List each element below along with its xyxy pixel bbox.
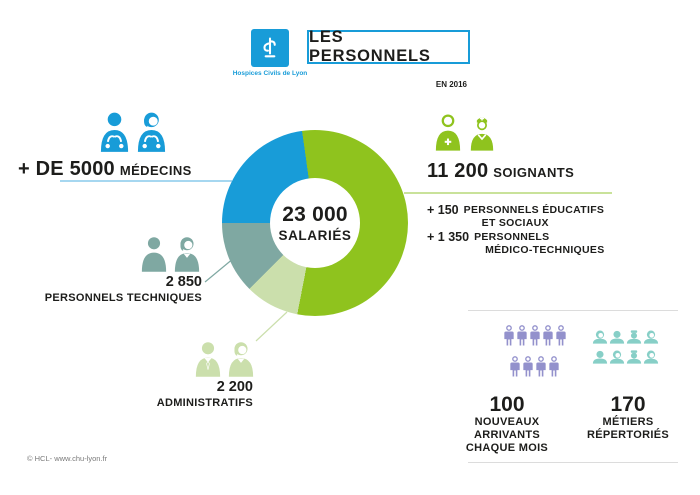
stats-bottom-divider: [468, 462, 678, 463]
profession-icon: [592, 350, 608, 364]
medico-techniques-value: + 1 350: [427, 230, 470, 244]
arrivants-value: 100: [489, 393, 525, 416]
doctor-male-icon: [98, 111, 131, 152]
soignants-label: SOIGNANTS: [493, 165, 575, 180]
total-salaries-label: SALARIÉS: [278, 228, 352, 243]
person-icon: [522, 352, 534, 381]
metiers-label: MÉTIERS RÉPERTORIÉS: [587, 416, 669, 441]
medecins-stat: + DE 5000 MÉDECINS: [18, 158, 192, 181]
period-label: EN 2016: [435, 80, 467, 89]
profession-icon: [592, 330, 608, 344]
hcl-logo: [251, 29, 289, 67]
admin-female-icon: [227, 341, 255, 377]
person-icon: [509, 352, 521, 381]
administratifs-icons: [194, 341, 255, 377]
administratifs-leader-line: [255, 311, 288, 342]
medico-techniques-stat: + 1 350 PERSONNELS MÉDICO-TECHNIQUES: [427, 230, 605, 256]
administratifs-label: ADMINISTRATIFS: [156, 397, 253, 409]
medecins-connector-line: [60, 180, 232, 182]
metiers-icons-row2: [592, 350, 659, 364]
donut-chart: 23 000 SALARIÉS: [222, 130, 408, 316]
arrivants-icons: [462, 321, 607, 381]
techniques-label: PERSONNELS TECHNIQUES: [44, 292, 202, 304]
hcl-logo-glyph: [263, 37, 276, 58]
doctor-female-icon: [135, 111, 168, 152]
administratifs-stat: 2 200 ADMINISTRATIFS: [120, 379, 253, 409]
medico-techniques-label: PERSONNELS MÉDICO-TECHNIQUES: [474, 231, 605, 256]
techniques-icons: [140, 236, 201, 272]
profession-icon: [643, 350, 659, 364]
metiers-value: 170: [610, 393, 646, 416]
techniques-value: 2 850: [165, 274, 202, 290]
page-title: LES PERSONNELS: [309, 28, 431, 65]
page-title-box: LES PERSONNELS: [307, 28, 470, 65]
logo-caption: Hospices Civils de Lyon: [232, 70, 308, 77]
caregiver-male-icon: [434, 112, 462, 152]
arrivants-icons-row1: [503, 321, 567, 350]
metiers-icons: [592, 330, 659, 364]
person-icon: [529, 321, 541, 350]
admin-male-icon: [194, 341, 222, 377]
profession-icon: [626, 350, 642, 364]
soignants-icons: [434, 112, 496, 152]
medecins-value: + DE 5000: [18, 158, 115, 180]
medecins-icons: [98, 111, 168, 152]
arrivants-icons-row2: [509, 352, 560, 381]
technician-female-icon: [173, 236, 201, 272]
administratifs-value: 2 200: [216, 379, 253, 395]
person-icon: [555, 321, 567, 350]
educatifs-stat: + 150 PERSONNELS ÉDUCATIFS ET SOCIAUX: [427, 203, 604, 229]
educatifs-value: + 150: [427, 203, 459, 217]
profession-icon: [643, 330, 659, 344]
arrivants-label: NOUVEAUX ARRIVANTS CHAQUE MOIS: [465, 416, 549, 454]
technician-male-icon: [140, 236, 168, 272]
educatifs-label: PERSONNELS ÉDUCATIFS ET SOCIAUX: [463, 204, 605, 229]
profession-icon: [609, 350, 625, 364]
stats-top-divider: [468, 310, 678, 311]
techniques-stat: 2 850 PERSONNELS TECHNIQUES: [35, 274, 202, 304]
profession-icon: [626, 330, 642, 344]
person-icon: [542, 321, 554, 350]
profession-icon: [609, 330, 625, 344]
person-icon: [535, 352, 547, 381]
person-icon: [503, 321, 515, 350]
copyright-credit: © HCL- www.chu-lyon.fr: [27, 454, 108, 463]
soignants-connector-line: [404, 192, 612, 194]
soignants-value: 11 200: [427, 160, 489, 182]
nurse-female-icon: [468, 112, 496, 152]
soignants-stat: 11 200 SOIGNANTS: [427, 160, 574, 183]
total-salaries-value: 23 000: [282, 203, 348, 226]
donut-center: 23 000 SALARIÉS: [270, 178, 360, 268]
person-icon: [516, 321, 528, 350]
metiers-icons-row1: [592, 330, 659, 344]
person-icon: [548, 352, 560, 381]
medecins-label: MÉDECINS: [119, 163, 192, 178]
